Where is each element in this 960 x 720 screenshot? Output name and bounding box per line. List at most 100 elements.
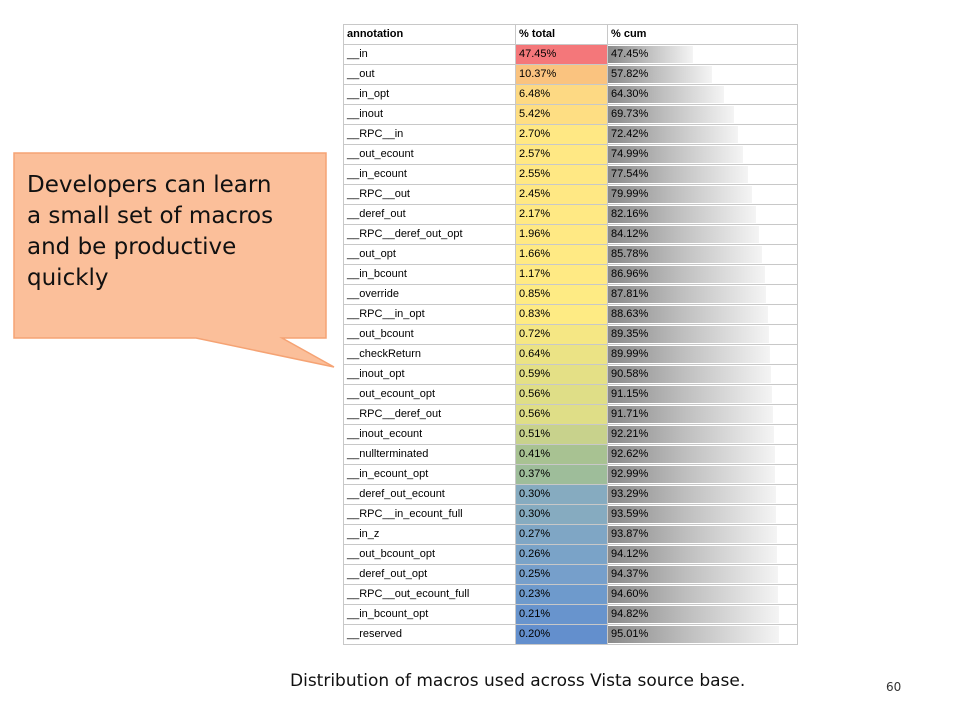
total-cell: 1.96% [515, 224, 608, 245]
total-cell: 0.83% [515, 304, 608, 325]
annotation-cell: __override [343, 284, 516, 305]
annotation-cell: __out_ecount_opt [343, 384, 516, 405]
cum-data-bar [608, 526, 777, 543]
total-cell: 2.55% [515, 164, 608, 185]
annotation-cell: __in_bcount_opt [343, 604, 516, 625]
cum-data-bar [608, 66, 713, 83]
callout-line: Developers can learn [27, 172, 272, 198]
cum-value: 92.99% [611, 468, 649, 480]
annotation-cell: __in_opt [343, 84, 516, 105]
cum-cell: 94.12% [607, 544, 798, 565]
total-cell: 0.26% [515, 544, 608, 565]
cum-value: 92.62% [611, 448, 649, 460]
total-cell: 0.56% [515, 384, 608, 405]
cum-value: 92.21% [611, 428, 649, 440]
annotation-cell: __RPC__out [343, 184, 516, 205]
table-row: __nullterminated 0.41% 92.62% [343, 444, 798, 465]
table-row: __reserved 0.20% 95.01% [343, 624, 798, 645]
table-row: __RPC__out_ecount_full 0.23% 94.60% [343, 584, 798, 605]
total-cell: 0.41% [515, 444, 608, 465]
cum-data-bar [608, 426, 774, 443]
cum-cell: 92.99% [607, 464, 798, 485]
annotation-cell: __out [343, 64, 516, 85]
cum-value: 77.54% [611, 168, 649, 180]
total-cell: 1.17% [515, 264, 608, 285]
annotation-cell: __deref_out_opt [343, 564, 516, 585]
cum-cell: 93.87% [607, 524, 798, 545]
cum-value: 93.59% [611, 508, 649, 520]
cum-data-bar [608, 166, 748, 183]
cum-data-bar [608, 126, 739, 143]
cum-value: 86.96% [611, 268, 649, 280]
cum-data-bar [608, 566, 778, 583]
column-header-annotation: annotation [343, 24, 516, 45]
cum-cell: 79.99% [607, 184, 798, 205]
table-row: __out_ecount 2.57% 74.99% [343, 144, 798, 165]
cum-value: 85.78% [611, 248, 649, 260]
cum-data-bar [608, 446, 775, 463]
cum-cell: 85.78% [607, 244, 798, 265]
cum-cell: 92.21% [607, 424, 798, 445]
total-cell: 1.66% [515, 244, 608, 265]
cum-data-bar [608, 226, 760, 243]
annotation-cell: __RPC__out_ecount_full [343, 584, 516, 605]
table-row: __out 10.37% 57.82% [343, 64, 798, 85]
annotation-cell: __inout [343, 104, 516, 125]
cum-cell: 91.71% [607, 404, 798, 425]
table-row: __out_bcount_opt 0.26% 94.12% [343, 544, 798, 565]
total-cell: 0.37% [515, 464, 608, 485]
cum-cell: 86.96% [607, 264, 798, 285]
cum-cell: 88.63% [607, 304, 798, 325]
total-cell: 0.59% [515, 364, 608, 385]
total-cell: 47.45% [515, 44, 608, 65]
cum-data-bar [608, 466, 776, 483]
cum-value: 57.82% [611, 68, 649, 80]
annotation-cell: __RPC__deref_out_opt [343, 224, 516, 245]
cum-data-bar [608, 266, 765, 283]
table-row: __out_opt 1.66% 85.78% [343, 244, 798, 265]
annotation-cell: __out_bcount_opt [343, 544, 516, 565]
cum-cell: 90.58% [607, 364, 798, 385]
cum-data-bar [608, 586, 779, 603]
table-row: __RPC__in_ecount_full 0.30% 93.59% [343, 504, 798, 525]
cum-value: 84.12% [611, 228, 649, 240]
table-row: __RPC__out 2.45% 79.99% [343, 184, 798, 205]
total-cell: 5.42% [515, 104, 608, 125]
cum-cell: 93.29% [607, 484, 798, 505]
total-cell: 2.45% [515, 184, 608, 205]
total-cell: 0.30% [515, 484, 608, 505]
total-cell: 2.57% [515, 144, 608, 165]
table-row: __deref_out 2.17% 82.16% [343, 204, 798, 225]
annotation-cell: __inout_opt [343, 364, 516, 385]
table-row: __deref_out_opt 0.25% 94.37% [343, 564, 798, 585]
cum-cell: 91.15% [607, 384, 798, 405]
table-row: __in 47.45% 47.45% [343, 44, 798, 65]
cum-cell: 93.59% [607, 504, 798, 525]
cum-data-bar [608, 346, 770, 363]
table-row: __in_bcount 1.17% 86.96% [343, 264, 798, 285]
cum-cell: 94.82% [607, 604, 798, 625]
table-row: __in_ecount_opt 0.37% 92.99% [343, 464, 798, 485]
column-header-total: % total [515, 24, 608, 45]
cum-data-bar [608, 546, 778, 563]
table-row: __RPC__in 2.70% 72.42% [343, 124, 798, 145]
cum-cell: 77.54% [607, 164, 798, 185]
cum-value: 94.82% [611, 608, 649, 620]
slide-caption: Distribution of macros used across Vista… [290, 671, 746, 691]
annotation-cell: __in_ecount_opt [343, 464, 516, 485]
annotation-cell: __RPC__in_ecount_full [343, 504, 516, 525]
cum-data-bar [608, 246, 763, 263]
cum-data-bar [608, 606, 779, 623]
cum-cell: 72.42% [607, 124, 798, 145]
cum-value: 72.42% [611, 128, 649, 140]
annotation-cell: __deref_out [343, 204, 516, 225]
cum-data-bar [608, 286, 767, 303]
table-row: __deref_out_ecount 0.30% 93.29% [343, 484, 798, 505]
cum-cell: 95.01% [607, 624, 798, 645]
cum-cell: 87.81% [607, 284, 798, 305]
cum-cell: 94.60% [607, 584, 798, 605]
cum-cell: 74.99% [607, 144, 798, 165]
cum-data-bar [608, 386, 773, 403]
callout-line: quickly [27, 265, 109, 291]
total-cell: 10.37% [515, 64, 608, 85]
